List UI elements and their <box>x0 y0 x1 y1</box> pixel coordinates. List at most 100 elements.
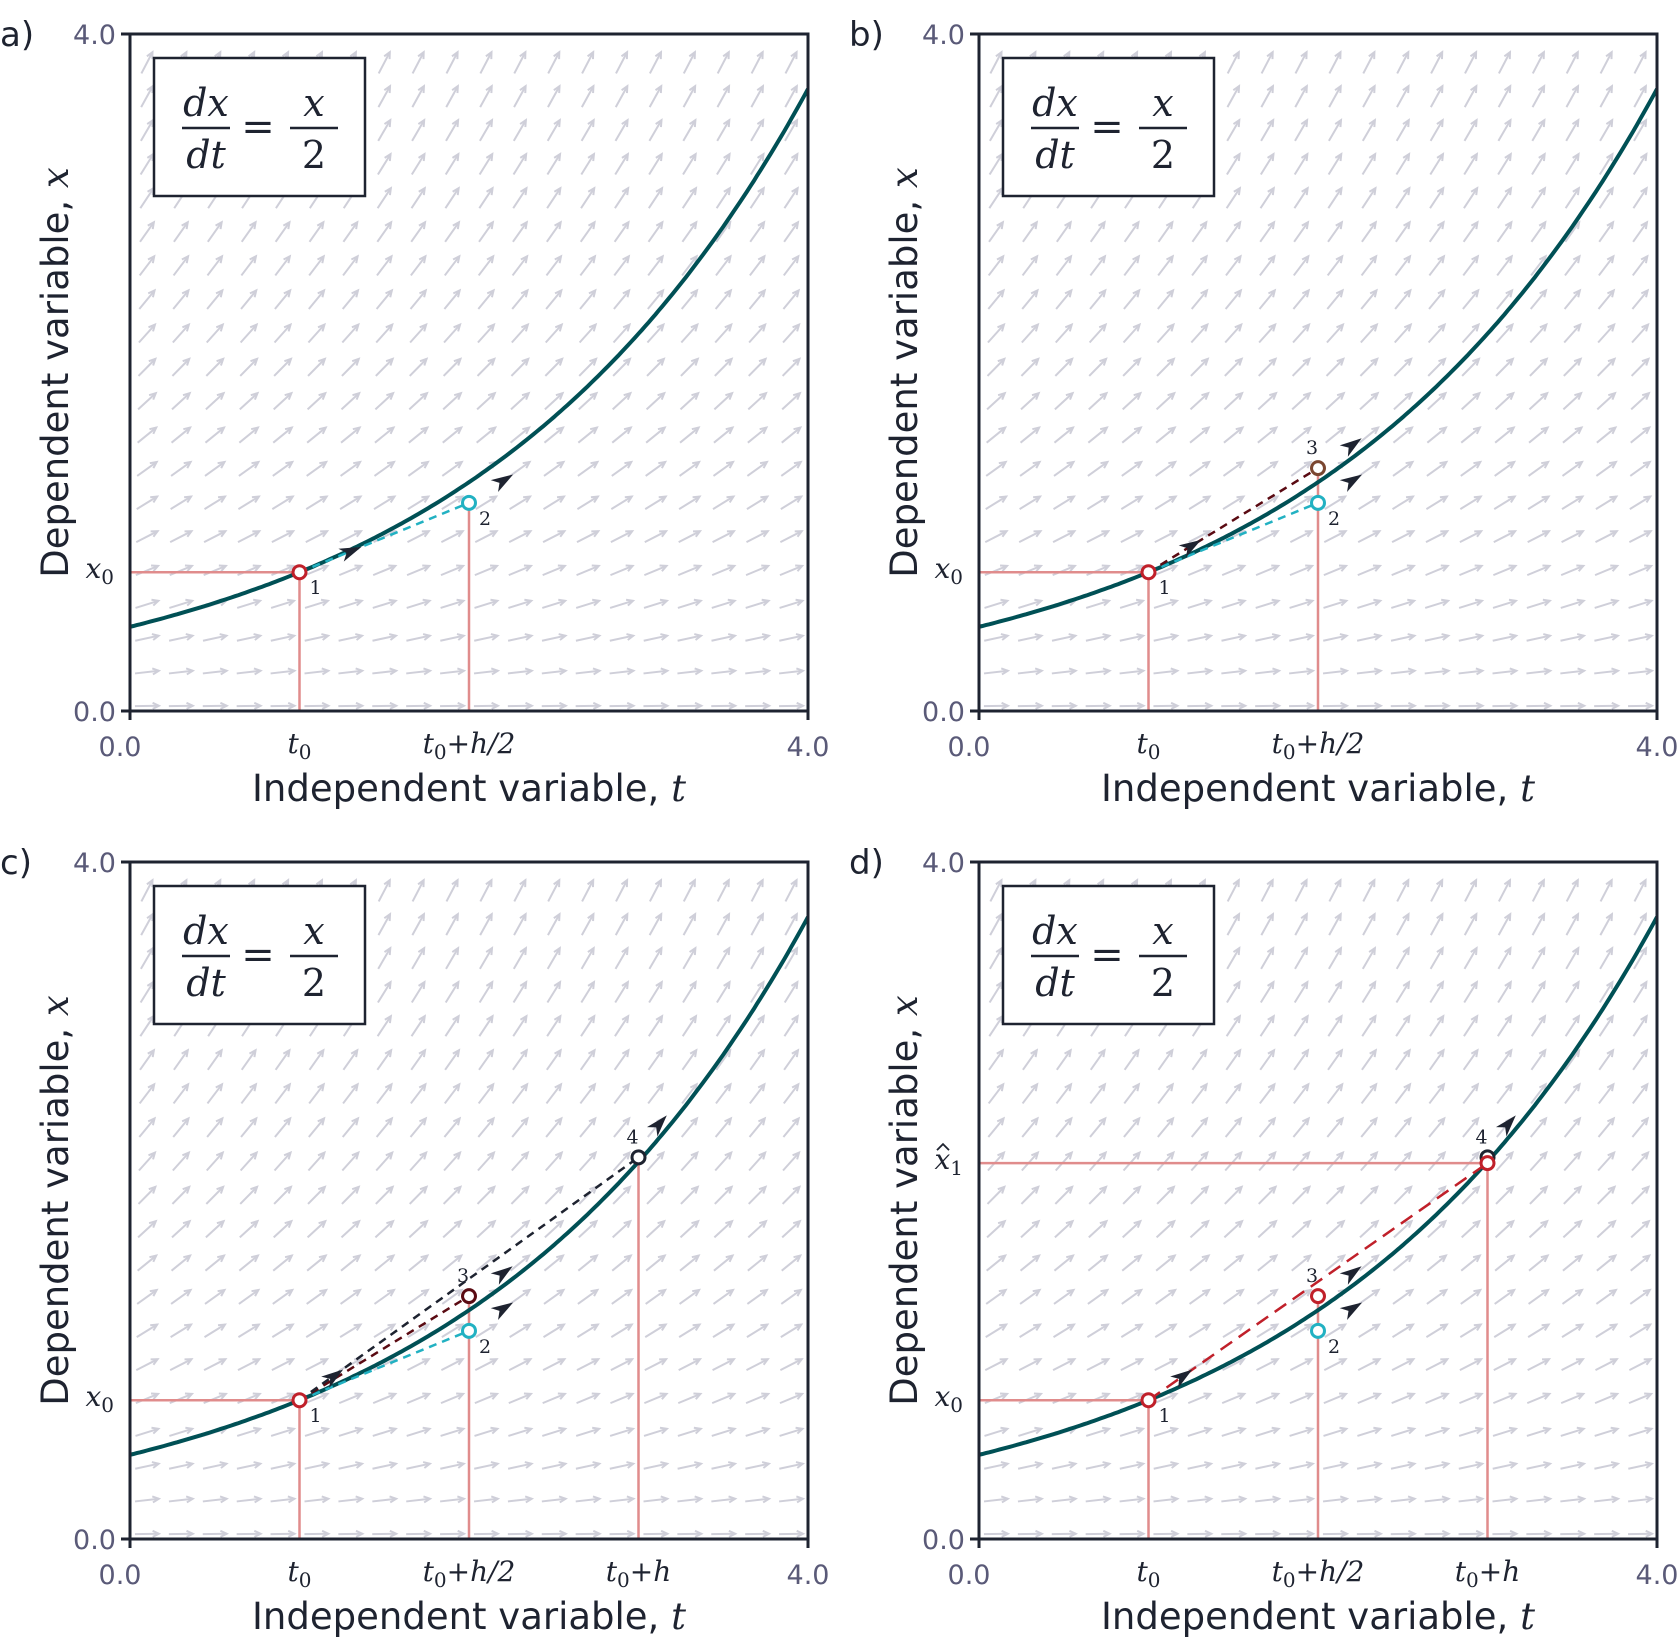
field-arrow <box>713 1254 734 1272</box>
field-arrowhead <box>521 391 531 401</box>
field-arrowhead <box>150 495 160 503</box>
field-arrowhead <box>1372 1358 1382 1366</box>
field-arrow <box>374 426 395 444</box>
field-arrowhead <box>1166 1150 1175 1160</box>
field-arrowhead <box>793 1288 803 1297</box>
field-arrow <box>1325 426 1345 444</box>
x-axis-title: Independent variable, t <box>1101 767 1535 810</box>
field-arrow <box>1293 221 1309 243</box>
field-arrow <box>1357 1358 1380 1372</box>
field-arrow <box>781 1254 801 1272</box>
field-arrowhead <box>185 1461 195 1469</box>
field-arrowhead <box>762 667 772 676</box>
field-arrowhead <box>1609 1323 1619 1331</box>
field-arrowhead <box>689 220 698 230</box>
field-arrow <box>1290 461 1312 477</box>
field-arrowhead <box>524 1495 535 1504</box>
field-arrowhead <box>1204 1529 1214 1538</box>
field-arrowhead <box>588 1116 597 1126</box>
field-arrowhead <box>554 220 563 230</box>
field-arrowhead <box>249 1150 259 1160</box>
field-arrowhead <box>1368 84 1376 94</box>
tick-sub: 0 <box>434 1568 447 1592</box>
field-arrowhead <box>656 1082 665 1092</box>
field-arrow <box>444 221 460 243</box>
field-arrow <box>135 599 159 609</box>
field-arrowhead <box>1068 701 1079 710</box>
field-arrowhead <box>520 254 529 264</box>
field-arrow <box>1564 187 1580 209</box>
field-arrow <box>1120 495 1143 510</box>
field-arrow <box>1531 879 1545 902</box>
field-arrowhead <box>623 1219 633 1229</box>
field-arrowhead <box>1300 152 1309 162</box>
field-arrowhead <box>1538 1048 1547 1058</box>
field-arrow <box>512 947 527 970</box>
field-arrow <box>274 1117 291 1138</box>
field-arrowhead <box>1369 1116 1378 1126</box>
field-arrowhead <box>1269 1254 1279 1263</box>
field-arrow <box>239 1186 258 1205</box>
field-arrowhead <box>688 50 696 60</box>
field-arrowhead <box>1339 1461 1349 1469</box>
field-arrow <box>612 358 631 377</box>
field-arrowhead <box>1537 878 1545 888</box>
field-arrowhead <box>1340 1529 1350 1538</box>
field-arrow <box>1157 1049 1174 1071</box>
field-arrow <box>1323 1392 1347 1405</box>
field-arrowhead <box>1368 50 1376 60</box>
field-arrow <box>750 85 764 108</box>
field-arrowhead <box>286 564 296 572</box>
field-arrow <box>680 1186 699 1205</box>
field-arrow <box>1429 913 1444 936</box>
field-arrow <box>1461 323 1480 344</box>
field-arrowhead <box>320 1392 330 1400</box>
field-arrow <box>304 1497 329 1503</box>
field-arrow <box>479 51 493 74</box>
field-arrowhead <box>181 1048 190 1058</box>
field-arrow <box>1628 1427 1652 1437</box>
field-arrowhead <box>1644 598 1654 607</box>
field-arrow <box>477 1151 495 1172</box>
field-arrowhead <box>522 1288 532 1297</box>
field-arrowhead <box>1610 564 1620 572</box>
field-arrow <box>1390 1497 1415 1503</box>
y-axis-title-var: x <box>34 995 77 1016</box>
field-arrow <box>1564 1049 1580 1071</box>
field-arrowhead <box>586 50 595 60</box>
field-arrowhead <box>148 1185 157 1194</box>
field-arrow <box>169 599 193 609</box>
field-arrowhead <box>1402 118 1410 128</box>
field-arrowhead <box>1334 946 1343 956</box>
field-arrowhead <box>1503 50 1512 60</box>
field-arrowhead <box>1640 1014 1648 1024</box>
field-arrowhead <box>489 564 500 572</box>
field-arrowhead <box>1407 1426 1417 1435</box>
field-arrowhead <box>656 1185 666 1194</box>
field-arrow <box>1357 1427 1381 1437</box>
field-arrowhead <box>383 878 391 888</box>
field-arrow <box>1531 153 1546 176</box>
field-arrow <box>1119 1497 1144 1503</box>
field-arrow <box>784 85 798 108</box>
y-special-tick-label: x0 <box>85 1380 114 1417</box>
field-arrow <box>474 1392 498 1405</box>
field-arrowhead <box>1574 1254 1584 1263</box>
field-arrowhead <box>1504 980 1512 990</box>
field-arrowhead <box>420 426 430 435</box>
point-label: 2 <box>1328 508 1340 530</box>
eq-denominator-left: dt <box>186 133 226 177</box>
field-arrowhead <box>1370 1150 1379 1160</box>
field-arrowhead <box>521 357 530 366</box>
field-arrowhead <box>758 288 767 298</box>
field-arrowhead <box>1030 288 1039 298</box>
field-arrowhead <box>151 598 161 607</box>
field-arrow <box>610 1323 633 1338</box>
y-axis-title-text: Dependent variable, <box>883 188 926 578</box>
field-arrowhead <box>792 391 802 401</box>
field-arrowhead <box>1470 912 1478 922</box>
field-arrowhead <box>452 186 460 196</box>
